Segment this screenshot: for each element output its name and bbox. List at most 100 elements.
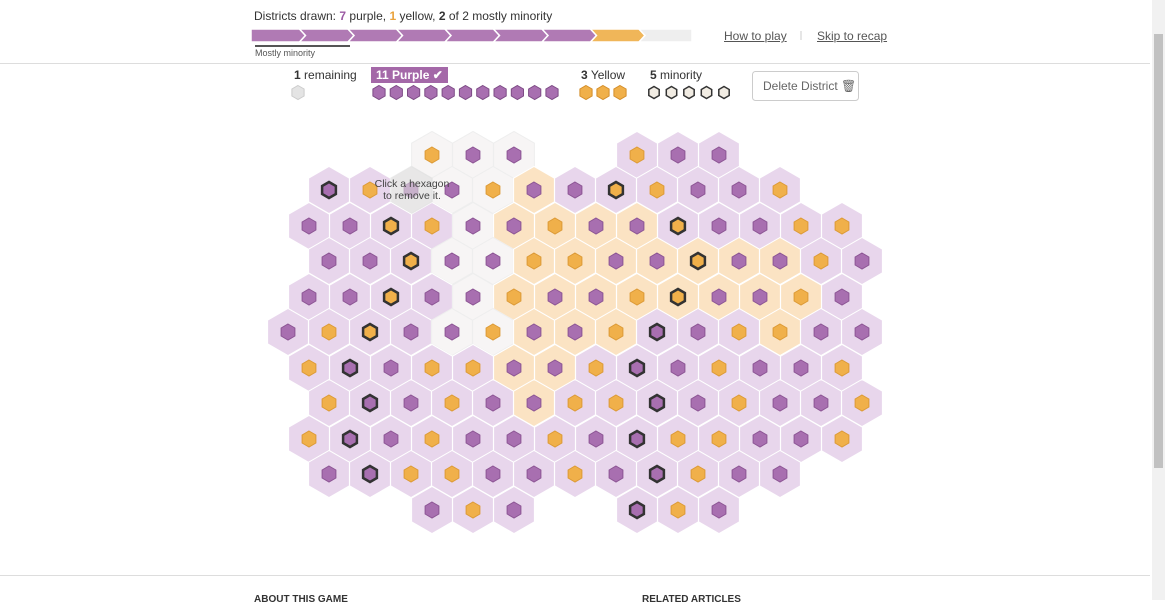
hex-marker: [731, 323, 747, 341]
hex-marker: [321, 465, 337, 483]
hex-marker: [628, 500, 646, 520]
delete-button-box[interactable]: [752, 71, 859, 101]
hex-marker: [731, 252, 747, 270]
hex-marker: [321, 394, 337, 412]
yellow-hex: [579, 84, 593, 101]
progress-segment: [346, 28, 404, 43]
minority-hex: [648, 85, 660, 100]
hex-marker: [301, 430, 317, 448]
purple-hex: [407, 84, 421, 101]
purple-hex: [493, 84, 507, 101]
hex-marker: [772, 181, 788, 199]
board: [0, 28, 1150, 576]
hex-marker: [485, 323, 501, 341]
skip-to-recap[interactable]: Skip to recap: [817, 29, 888, 43]
minority-hex: [700, 85, 713, 100]
scrollbar-thumb[interactable]: [1154, 34, 1163, 468]
hex-marker: [444, 394, 460, 412]
hex-marker: [424, 288, 440, 306]
hex-marker: [813, 394, 829, 412]
hex-marker: [588, 430, 604, 448]
hex-marker: [648, 393, 666, 413]
yellow-hex: [596, 84, 610, 101]
status-line: Districts drawn: 7 purple, 1 yellow, 2 o…: [254, 9, 552, 23]
hex-marker: [588, 288, 604, 306]
hex-marker: [629, 217, 645, 235]
hex-marker: [731, 181, 747, 199]
hex-marker: [670, 430, 686, 448]
hex-marker: [669, 216, 687, 236]
minority-hex: [718, 85, 730, 100]
hex-marker: [648, 322, 666, 342]
hex-marker: [629, 146, 645, 164]
minority-count: 2: [438, 9, 446, 23]
hex-marker: [341, 358, 359, 378]
hex-marker: [444, 252, 460, 270]
hex-marker: [424, 430, 440, 448]
hex-marker: [506, 359, 522, 377]
hex-marker: [301, 288, 317, 306]
hex-marker: [361, 393, 379, 413]
yellow-counter-label: Yellow: [590, 68, 626, 82]
hex-marker: [648, 464, 666, 484]
hex-marker: [608, 323, 624, 341]
delete-button[interactable]: Delete District 🗑: [763, 79, 857, 93]
remaining-label: remaining: [304, 68, 357, 82]
hex-marker: [341, 429, 359, 449]
hex-marker: [424, 146, 440, 164]
hex-marker: [752, 217, 768, 235]
hex-marker: [424, 501, 440, 519]
purple-hex: [545, 84, 559, 101]
hex-marker: [752, 288, 768, 306]
hex-marker: [588, 359, 604, 377]
hex-marker: [752, 430, 768, 448]
hex-marker: [383, 430, 399, 448]
hex-marker: [547, 359, 563, 377]
hex-marker: [485, 394, 501, 412]
hex-marker: [731, 465, 747, 483]
yellow-word: yellow,: [399, 9, 436, 23]
purple-word: purple,: [349, 9, 387, 23]
progress-segment: [443, 28, 501, 43]
hex-marker: [711, 359, 727, 377]
hex-marker: [402, 251, 420, 271]
how-to-play[interactable]: How to play: [724, 29, 787, 43]
hex-marker: [547, 217, 563, 235]
tooltip: Click a hexagon to remove it.: [374, 178, 450, 202]
hex-marker: [383, 359, 399, 377]
hex-marker: [629, 288, 645, 306]
hex-marker: [670, 359, 686, 377]
progress-segment: [588, 28, 647, 43]
hex-marker: [361, 464, 379, 484]
hex-marker: [793, 430, 809, 448]
hex-marker: [403, 465, 419, 483]
purple-count: 7: [339, 9, 347, 23]
remaining-hex: [291, 84, 305, 101]
purple-hex: [528, 84, 542, 101]
hex-marker: [362, 252, 378, 270]
hex-marker: [526, 323, 542, 341]
hex-marker: [465, 146, 481, 164]
hex-marker: [669, 287, 687, 307]
hex-marker: [711, 217, 727, 235]
minority-text: of 2 mostly minority: [448, 9, 553, 23]
hex-marker: [834, 288, 850, 306]
hex-marker: [690, 394, 706, 412]
hex-marker: [567, 465, 583, 483]
hex-marker: [731, 394, 747, 412]
hex-marker: [711, 146, 727, 164]
hex-marker: [506, 501, 522, 519]
hex-marker: [403, 394, 419, 412]
hex-marker: [772, 252, 788, 270]
purple-hex: [424, 84, 438, 101]
hex-marker: [607, 180, 625, 200]
hex-marker: [465, 430, 481, 448]
hex-marker: [670, 146, 686, 164]
hex-marker: [690, 181, 706, 199]
hex-marker: [834, 217, 850, 235]
hex-marker: [813, 323, 829, 341]
hex-marker: [567, 323, 583, 341]
hex-marker: [567, 252, 583, 270]
hex-marker: [711, 501, 727, 519]
hex-marker: [649, 252, 665, 270]
